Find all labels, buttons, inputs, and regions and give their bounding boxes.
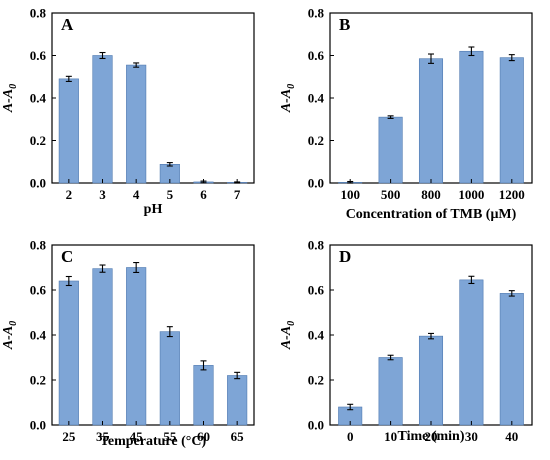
x-tick-label: 4	[133, 187, 140, 202]
x-tick-label: 1200	[499, 187, 525, 202]
x-tick-label: 0	[347, 429, 354, 444]
x-tick-label: 100	[340, 187, 360, 202]
x-axis-label: pH	[144, 202, 163, 217]
y-tick-label: 0.4	[30, 328, 47, 343]
y-axis-label: A-A0	[279, 84, 297, 113]
x-axis-label: Temperature (°C)	[100, 434, 207, 449]
bar	[193, 365, 214, 426]
x-tick-label: 60	[197, 429, 210, 444]
x-tick-label: 40	[505, 429, 518, 444]
bar	[378, 357, 403, 426]
y-tick-label: 0.8	[308, 238, 325, 253]
x-tick-label: 55	[163, 429, 177, 444]
x-tick-label: 800	[421, 187, 441, 202]
y-tick-label: 0.2	[30, 373, 46, 388]
bar	[58, 280, 79, 426]
y-tick-label: 0.8	[30, 238, 47, 253]
y-axis-label: A-A0	[1, 321, 19, 350]
y-tick-label: 0.6	[308, 48, 325, 63]
x-tick-label: 30	[465, 429, 478, 444]
bar	[418, 58, 444, 184]
y-tick-label: 0.4	[30, 91, 47, 106]
panel-c: 0.0 0.2 0.4 0.6 0.8 25 35 45 55 60 65 C Temperature …	[1, 238, 255, 449]
y-axis-label: A-A0	[279, 321, 297, 350]
y-tick-label: 0.4	[308, 328, 325, 343]
y-tick-label: 0.6	[30, 283, 47, 298]
y-tick-label: 0.2	[308, 373, 324, 388]
x-tick-label: 45	[130, 429, 144, 444]
panel-letter: B	[339, 15, 350, 34]
y-tick-label: 0.8	[308, 6, 325, 21]
x-tick-label: 7	[234, 187, 241, 202]
bar	[126, 267, 147, 426]
x-tick-label: 3	[99, 187, 106, 202]
y-tick-label: 0.0	[308, 418, 324, 433]
y-tick-label: 0.4	[308, 91, 325, 106]
x-tick-label: 65	[231, 429, 245, 444]
bar	[58, 78, 79, 184]
x-axis-label: Concentration of TMB (μM)	[346, 207, 517, 222]
x-tick-label: 500	[381, 187, 401, 202]
panel-b: 0.0 0.2 0.4 0.6 0.8 100 500 800 1000 1200 B Concent…	[279, 6, 533, 222]
panel-d: 0.0 0.2 0.4 0.6 0.8 0 10 20 30 40 D Time (min) A-A0	[279, 238, 533, 444]
y-axis-label: A-A0	[1, 84, 19, 113]
bar	[92, 268, 113, 426]
bar	[227, 375, 248, 426]
y-tick-label: 0.2	[308, 133, 324, 148]
bar	[459, 50, 484, 184]
axes-frame	[51, 244, 255, 426]
bar	[499, 57, 524, 184]
y-tick-label: 0.6	[308, 283, 325, 298]
x-tick-label: 10	[384, 429, 397, 444]
panel-a: 0.0 0.2 0.4 0.6 0.8 2 3 4 5 6 7 ApH A-A0	[1, 6, 255, 217]
y-tick-label: 0.6	[30, 48, 47, 63]
bar	[459, 279, 484, 426]
y-tick-label: 0.8	[30, 6, 47, 21]
x-tick-label: 20	[425, 429, 438, 444]
bar	[418, 335, 444, 426]
bar	[159, 331, 180, 426]
y-tick-label: 0.2	[30, 133, 46, 148]
x-tick-label: 5	[167, 187, 174, 202]
x-tick-label: 35	[96, 429, 110, 444]
bar	[92, 55, 113, 184]
axes-frame	[51, 12, 255, 184]
panel-letter: D	[339, 247, 351, 266]
bar	[378, 116, 403, 184]
y-tick-label: 0.0	[30, 176, 46, 191]
y-tick-label: 0.0	[30, 418, 46, 433]
panel-letter: C	[61, 247, 73, 266]
x-axis-label: Time (min)	[397, 429, 464, 444]
x-tick-label: 25	[62, 429, 76, 444]
y-tick-label: 0.0	[308, 176, 324, 191]
x-tick-label: 6	[200, 187, 207, 202]
bar	[499, 293, 524, 426]
panel-letter: A	[61, 15, 74, 34]
bar	[126, 64, 147, 184]
x-tick-label: 2	[66, 187, 73, 202]
x-tick-label: 1000	[458, 187, 484, 202]
